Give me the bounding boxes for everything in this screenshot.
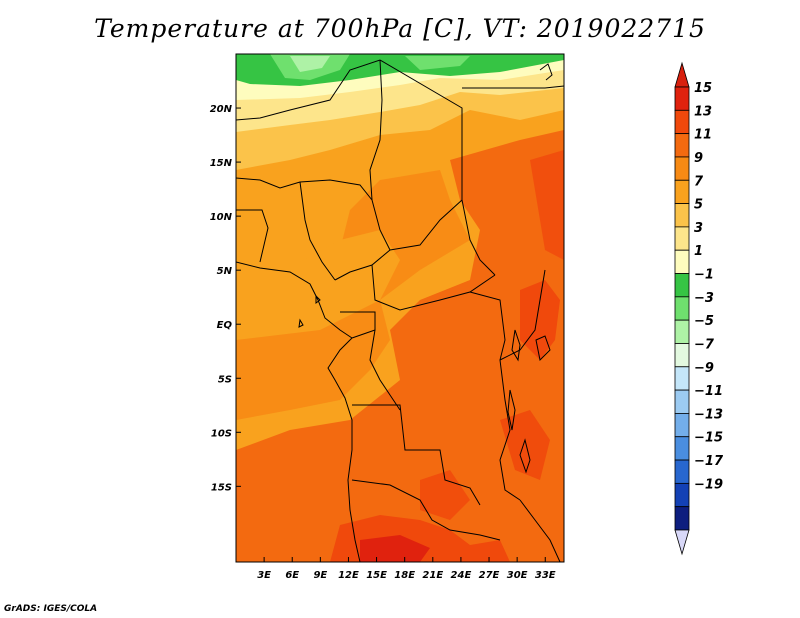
band-15-south (360, 535, 430, 562)
colorbar-label: −19 (694, 477, 723, 492)
map-frame (235, 53, 565, 563)
colorbar-swatch (674, 389, 690, 414)
colorbar-swatch (674, 273, 690, 298)
lat-tick-label: 20N (210, 104, 233, 115)
lon-tick-label: 3E (257, 570, 271, 581)
colorbar-swatch (674, 156, 690, 181)
colorbar-swatch (674, 179, 690, 204)
colorbar-label: −7 (694, 337, 715, 352)
colorbar-swatch (674, 319, 690, 344)
colorbar-label: 15 (694, 81, 712, 96)
colorbar-label: 1 (694, 244, 703, 259)
lon-tick-label: 27E (479, 570, 500, 581)
band-green-3 (290, 56, 330, 72)
colorbar-label: 9 (694, 151, 703, 166)
band-13-far-east (530, 150, 564, 260)
lon-tick-label: 18E (394, 570, 415, 581)
colorbar-swatch (674, 86, 690, 111)
lon-tick-label: 15E (366, 570, 387, 581)
colorbar-swatch (674, 436, 690, 461)
lon-tick-label: 21E (422, 570, 443, 581)
colorbar-swatch (674, 343, 690, 368)
colorbar-swatch (674, 109, 690, 135)
latitude-axis: 20N 15N 10N 5N EQ 5S 10S 15S (210, 104, 241, 493)
lat-tick-label: 10N (210, 212, 233, 223)
colorbar-bottom-arrow (674, 529, 690, 556)
band-west-warm (236, 230, 400, 340)
lat-tick-label: 15S (211, 482, 232, 493)
band-green-4 (405, 56, 470, 70)
temperature-shading (236, 54, 564, 562)
colorbar-label: −9 (694, 361, 714, 376)
lat-tick-label: EQ (217, 320, 233, 331)
lat-tick-label: 10S (211, 428, 232, 439)
colorbar-label: 7 (694, 174, 704, 189)
colorbar-swatch (674, 226, 690, 251)
band-11-13 (236, 130, 564, 562)
colorbar-swatch (674, 506, 690, 531)
colorbar-label: 5 (694, 198, 703, 213)
map-title: Temperature at 700hPa [C], VT: 201902271… (94, 14, 706, 43)
lon-tick-label: 9E (313, 570, 327, 581)
colorbar-label: −3 (694, 291, 714, 306)
colorbar-top-arrow (674, 61, 690, 88)
colorbar-label: 13 (694, 104, 712, 119)
lon-tick-label: 33E (535, 570, 556, 581)
colorbar-swatch (674, 413, 690, 438)
lat-tick-label: 5N (217, 266, 233, 277)
colorbar-label: 11 (694, 128, 712, 143)
colorbar-swatch (674, 482, 690, 508)
colorbar-swatch (674, 249, 690, 274)
band-13-east-lakes (520, 280, 560, 360)
colorbar-swatch (674, 133, 690, 158)
country-borders (236, 59, 564, 562)
lon-tick-label: 30E (507, 570, 528, 581)
lat-tick-label: 5S (218, 374, 232, 385)
colorbar-swatch (674, 296, 690, 321)
colorbar-label: −13 (694, 407, 723, 422)
colorbar-label: −1 (694, 268, 714, 283)
colorbar-label: −11 (694, 384, 723, 399)
colorbar-label: −5 (694, 314, 714, 329)
lon-tick-label: 12E (338, 570, 359, 581)
colorbar-label: 3 (694, 221, 703, 236)
lon-tick-label: 6E (285, 570, 299, 581)
band-13-angola (420, 470, 470, 520)
longitude-axis: 3E 6E 9E 12E 15E 18E 21E 24E 27E 30E 33E (257, 557, 556, 581)
credit-text: GrADS: IGES/COLA (4, 604, 98, 614)
colorbar-label: −17 (694, 454, 724, 469)
colorbar-legend: 15 13 11 9 7 5 3 1 −1 −3 −5 −7 −9 −11 −13 −15 −17 −19 (674, 61, 724, 556)
lat-tick-label: 15N (210, 158, 233, 169)
colorbar-swatch (674, 366, 690, 391)
lon-tick-label: 24E (451, 570, 472, 581)
colorbar-label: −15 (694, 431, 723, 446)
colorbar-swatch (674, 459, 690, 484)
colorbar-swatch (674, 203, 690, 228)
